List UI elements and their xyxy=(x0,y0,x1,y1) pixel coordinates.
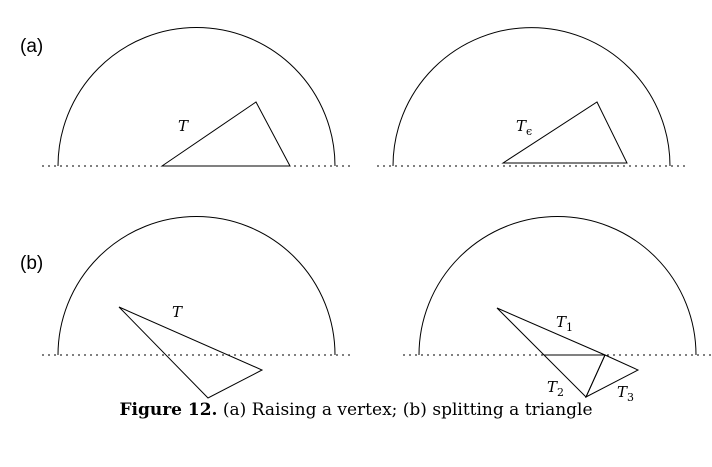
label-T: T xyxy=(178,117,189,135)
panel-label-a: (a) xyxy=(20,36,43,57)
half-disk-boundary xyxy=(418,216,697,356)
label-T3: T3 xyxy=(617,383,634,404)
triangle-T3 xyxy=(584,354,640,399)
label-T1: T1 xyxy=(556,313,573,334)
half-disk-boundary xyxy=(57,27,336,167)
label-T2: T2 xyxy=(547,378,564,399)
triangle-T xyxy=(118,306,264,399)
label-T: T xyxy=(172,303,183,321)
panel-label-b: (b) xyxy=(20,253,43,274)
panel-b-left: T xyxy=(42,216,350,399)
triangle-T xyxy=(160,101,291,167)
half-disk-boundary xyxy=(392,27,671,167)
half-disk-boundary xyxy=(57,216,336,356)
triangle-T-epsilon xyxy=(501,101,628,164)
panel-a-right: Tϵ xyxy=(377,27,686,167)
panel-a-left: T xyxy=(42,27,350,167)
figure-number: Figure 12. xyxy=(119,400,218,420)
caption-text: (a) Raising a vertex; (b) splitting a tr… xyxy=(222,400,593,420)
triangle-T1 xyxy=(496,307,606,356)
label-T-epsilon: Tϵ xyxy=(516,117,532,138)
figure-caption: Figure 12. (a) Raising a vertex; (b) spl… xyxy=(0,400,712,420)
panel-b-right: T1 T2 T3 xyxy=(403,216,712,404)
